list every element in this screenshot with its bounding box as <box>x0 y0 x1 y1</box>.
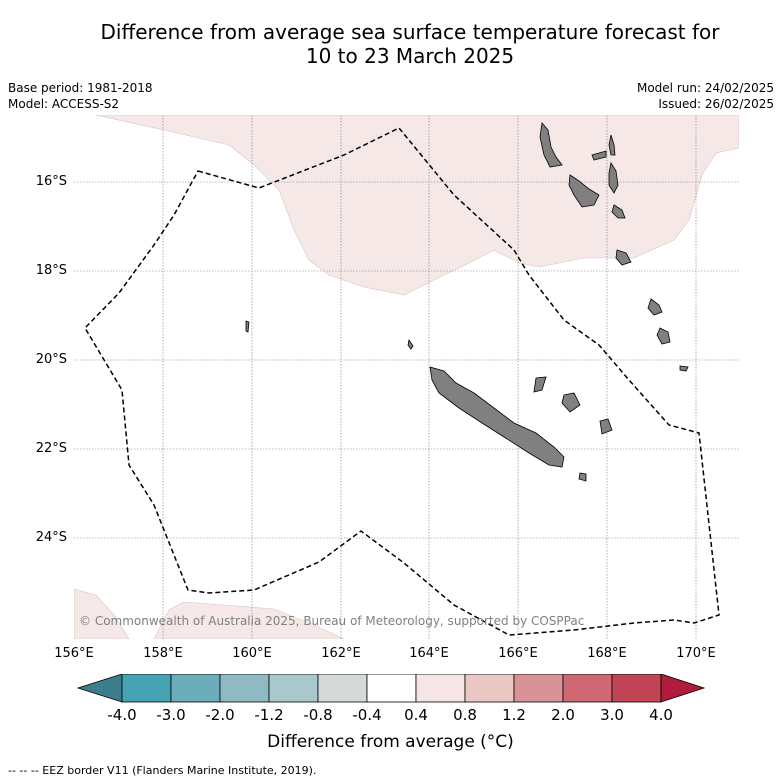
lat-label-18s: 18°S <box>35 263 67 278</box>
land-masses <box>245 122 689 482</box>
grande-terre-island <box>429 366 565 468</box>
graticule <box>74 115 739 639</box>
colorbar-tick-label: 2.0 <box>551 706 575 724</box>
colorbar-cell <box>464 674 515 703</box>
colorbar-tick-label: -4.0 <box>107 706 137 724</box>
colorbar-cell <box>513 674 564 703</box>
lon-label-162e: 162°E <box>321 646 361 661</box>
isle-of-pines <box>578 472 587 482</box>
colorbar-tick-label: -0.8 <box>303 706 333 724</box>
warm-anomaly-region-north <box>95 115 739 296</box>
model-name: Model: ACCESS-S2 <box>8 97 120 111</box>
colorbar-tick-label: 1.2 <box>502 706 526 724</box>
vanuatu-island-erromango <box>615 249 632 266</box>
vanuatu-island-pentecost <box>608 161 619 194</box>
colorbar-cell <box>366 674 417 703</box>
model-run: Model run: 24/02/2025 <box>636 81 774 95</box>
vanuatu-island-malakula <box>568 174 600 208</box>
lon-label-158e: 158°E <box>143 646 183 661</box>
warm-anomaly-region-south <box>153 601 345 639</box>
base-period: Base period: 1981-2018 <box>8 81 153 95</box>
colorbar-cell <box>219 674 270 703</box>
matthew-island <box>647 298 663 316</box>
colorbar-cell <box>268 674 319 703</box>
colorbar <box>76 674 706 703</box>
colorbar-cell <box>170 674 221 703</box>
walpole-islet <box>679 365 689 372</box>
hunter-island <box>656 327 671 345</box>
colorbar-tick-label: 4.0 <box>649 706 673 724</box>
lon-label-168e: 168°E <box>587 646 627 661</box>
colorbar-tick-label: 0.4 <box>404 706 428 724</box>
colorbar-cell <box>121 674 172 703</box>
colorbar-cell <box>611 674 662 703</box>
lat-label-20s: 20°S <box>35 352 67 367</box>
vanuatu-island-efate <box>611 204 626 219</box>
colorbar-tick-label: 0.8 <box>453 706 477 724</box>
eez-border <box>84 127 720 636</box>
map-canvas <box>74 115 739 639</box>
map-panel[interactable] <box>74 115 739 639</box>
lon-label-166e: 166°E <box>498 646 538 661</box>
eez-border-note: -- -- -- EEZ border V11 (Flanders Marine… <box>8 764 317 777</box>
colorbar-tick-label: 3.0 <box>600 706 624 724</box>
copyright-credit: © Commonwealth of Australia 2025, Bureau… <box>79 614 585 628</box>
map-title-line-2: 10 to 23 March 2025 <box>305 44 515 68</box>
vanuatu-island-maewo <box>608 134 616 156</box>
colorbar-tick-label: -1.2 <box>254 706 284 724</box>
lat-label-16s: 16°S <box>35 174 67 189</box>
loyalty-island-lifou <box>561 392 581 413</box>
colorbar-cell <box>317 674 368 703</box>
colorbar-title: Difference from average (°C) <box>267 732 514 752</box>
issued-date: Issued: 26/02/2025 <box>658 97 774 111</box>
loyalty-island-mare <box>599 418 613 435</box>
colorbar-extend-high <box>660 674 706 703</box>
colorbar-cell <box>415 674 466 703</box>
lat-label-24s: 24°S <box>35 530 67 545</box>
colorbar-tick-label: -3.0 <box>156 706 186 724</box>
lon-label-170e: 170°E <box>676 646 716 661</box>
small-reef-islet <box>407 338 414 350</box>
warm-anomaly-region-southwest <box>74 588 130 639</box>
lon-label-164e: 164°E <box>409 646 449 661</box>
colorbar-cell <box>562 674 613 703</box>
colorbar-extend-low <box>76 674 123 703</box>
map-title-line-1: Difference from average sea surface temp… <box>100 20 720 44</box>
chesterfield-islet <box>245 320 250 333</box>
lon-label-156e: 156°E <box>54 646 94 661</box>
loyalty-island-ouvea <box>533 376 547 393</box>
lat-label-22s: 22°S <box>35 441 67 456</box>
lon-label-160e: 160°E <box>232 646 272 661</box>
colorbar-tick-label: -0.4 <box>352 706 382 724</box>
vanuatu-island-espiritu-santo <box>539 122 563 168</box>
vanuatu-island-ambae <box>591 150 607 161</box>
colorbar-tick-label: -2.0 <box>205 706 235 724</box>
